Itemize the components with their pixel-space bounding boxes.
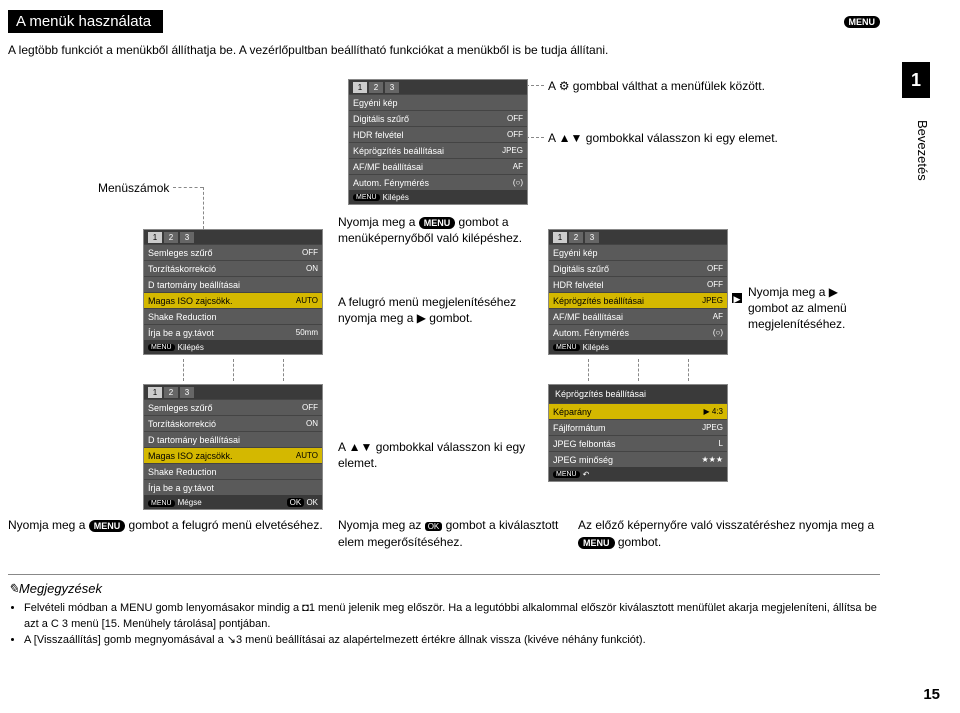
back-icon: ↶	[583, 470, 590, 479]
menu-row: Shake Reduction	[144, 463, 322, 479]
label-press-menu-exit: Nyomja meg a MENU gombot a menüképernyőb…	[338, 214, 528, 246]
content-area: Menüszámok A ⚙ gombbal válthat a menüfül…	[8, 69, 880, 649]
menu-foot: MENUKilépés	[549, 340, 727, 354]
page-number: 15	[923, 686, 940, 703]
menu-row: Egyéni kép	[349, 94, 527, 110]
dashv-m14a	[183, 359, 184, 381]
dashv-m14b	[233, 359, 234, 381]
menu-row: Egyéni kép	[549, 244, 727, 260]
menu-row: Képarány▶ 4:3	[549, 403, 727, 419]
ok-badge: OK	[287, 498, 305, 507]
menu-tabs: 123	[349, 80, 527, 94]
dashv-1	[203, 187, 204, 229]
menu-row: Digitális szűrőOFF	[349, 110, 527, 126]
label-submenu-right: Nyomja meg a ▶ gombot az almenü megjelen…	[748, 284, 878, 333]
menu-row: AF/MF beállításaiAF	[549, 308, 727, 324]
menu-badge-inline-2: MENU	[89, 520, 126, 532]
dashv-m35c	[688, 359, 689, 381]
label-updown-select: A ▲▼ gombokkal válasszon ki egy elemet.	[548, 131, 838, 145]
page-title: A menük használata	[8, 10, 163, 33]
menu-tabs: 123	[549, 230, 727, 244]
menu-row: HDR felvételOFF	[349, 126, 527, 142]
caption-bottom-mid: Nyomja meg az OK gombot a kiválasztott e…	[338, 517, 568, 551]
menu-screen-5: Képrögzítés beállításai Képarány▶ 4:3Fáj…	[548, 384, 728, 482]
menu-tabs: 123	[144, 230, 322, 244]
ok-badge-inline: OK	[425, 522, 443, 531]
menu-screen-2: 123 Egyéni képDigitális szűrőOFFHDR felv…	[348, 79, 528, 205]
menu-row: Magas ISO zajcsökk.AUTO	[144, 447, 322, 463]
menu-row: Shake Reduction	[144, 308, 322, 324]
menu-tabs: 123	[144, 385, 322, 399]
menu-row: D tartomány beállításai	[144, 431, 322, 447]
menu-badge-inline-3: MENU	[578, 537, 615, 549]
title-row: A menük használata MENU	[8, 10, 880, 33]
menu-header: Képrögzítés beállításai	[549, 385, 727, 403]
menu-badge-top: MENU	[844, 16, 881, 28]
label-tabs-switch: A ⚙ gombbal válthat a menüfülek között.	[548, 79, 838, 93]
arrow-right-icon: ▶	[730, 291, 744, 305]
menu-row: JPEG felbontásL	[549, 435, 727, 451]
divider	[8, 574, 880, 575]
notes-section: ✎Megjegyzések Felvételi módban a MENU go…	[8, 568, 880, 649]
menu-foot: MENU↶	[549, 467, 727, 481]
menu-row: Autom. Fénymérés(○)	[349, 174, 527, 190]
menu-row: HDR felvételOFF	[549, 276, 727, 292]
note-item: A [Visszaállítás] gomb megnyomásával a ↘…	[24, 633, 880, 649]
dashv-m35a	[588, 359, 589, 381]
menu-row: Képrögzítés beállításaiJPEG	[549, 292, 727, 308]
notes-list: Felvételi módban a MENU gomb lenyomásako…	[8, 601, 880, 649]
menu-row: Írja be a gy.távot50mm	[144, 324, 322, 340]
menu-row: Digitális szűrőOFF	[549, 260, 727, 276]
menu-row: Magas ISO zajcsökk.AUTO	[144, 292, 322, 308]
caption-bottom-left: Nyomja meg a MENU gombot a felugró menü …	[8, 517, 328, 534]
menu-screen-1: 123 Semleges szűrőOFFTorzításkorrekcióON…	[143, 229, 323, 355]
chapter-tab: 1	[902, 62, 930, 98]
menu-row: TorzításkorrekcióON	[144, 415, 322, 431]
label-menuszamok: Menüszámok	[98, 181, 169, 195]
dial-icon: ⚙	[559, 79, 570, 93]
menu-row: Semleges szűrőOFF	[144, 399, 322, 415]
menu-row: AF/MF beállításaiAF	[349, 158, 527, 174]
menu-row: FájlformátumJPEG	[549, 419, 727, 435]
menu-row: D tartomány beállításai	[144, 276, 322, 292]
notes-title: ✎Megjegyzések	[8, 581, 880, 597]
note-item: Felvételi módban a MENU gomb lenyomásako…	[24, 601, 880, 633]
menu-foot: MENUKilépés	[349, 190, 527, 204]
menu-badge-inline-1: MENU	[419, 217, 456, 229]
menu-row: Semleges szűrőOFF	[144, 244, 322, 260]
dashv-m14c	[283, 359, 284, 381]
menu-foot: MENUKilépés	[144, 340, 322, 354]
label-updown-item: A ▲▼ gombokkal válasszon ki egy elemet.	[338, 439, 528, 471]
dash-1	[173, 187, 203, 188]
menu-foot: MENUMégseOK OK	[144, 495, 322, 509]
caption-bottom-right: Az előző képernyőre való visszatéréshez …	[578, 517, 878, 551]
intro-text: A legtöbb funkciót a menükből állíthatja…	[8, 43, 880, 57]
manual-page: A menük használata MENU A legtöbb funkci…	[0, 0, 960, 713]
menu-screen-4: 123 Semleges szűrőOFFTorzításkorrekcióON…	[143, 384, 323, 510]
menu-row: TorzításkorrekcióON	[144, 260, 322, 276]
menu-row: Írja be a gy.távot	[144, 479, 322, 495]
menu-row: Képrögzítés beállításaiJPEG	[349, 142, 527, 158]
menu-screen-3: 123 Egyéni képDigitális szűrőOFFHDR felv…	[548, 229, 728, 355]
label-popup-right: A felugró menü megjelenítéséhez nyomja m…	[338, 294, 528, 326]
menu-row: JPEG minőség★★★	[549, 451, 727, 467]
menu-row: Autom. Fénymérés(○)	[549, 324, 727, 340]
chapter-vertical-label: Bevezetés	[915, 105, 930, 195]
dashv-m35b	[638, 359, 639, 381]
